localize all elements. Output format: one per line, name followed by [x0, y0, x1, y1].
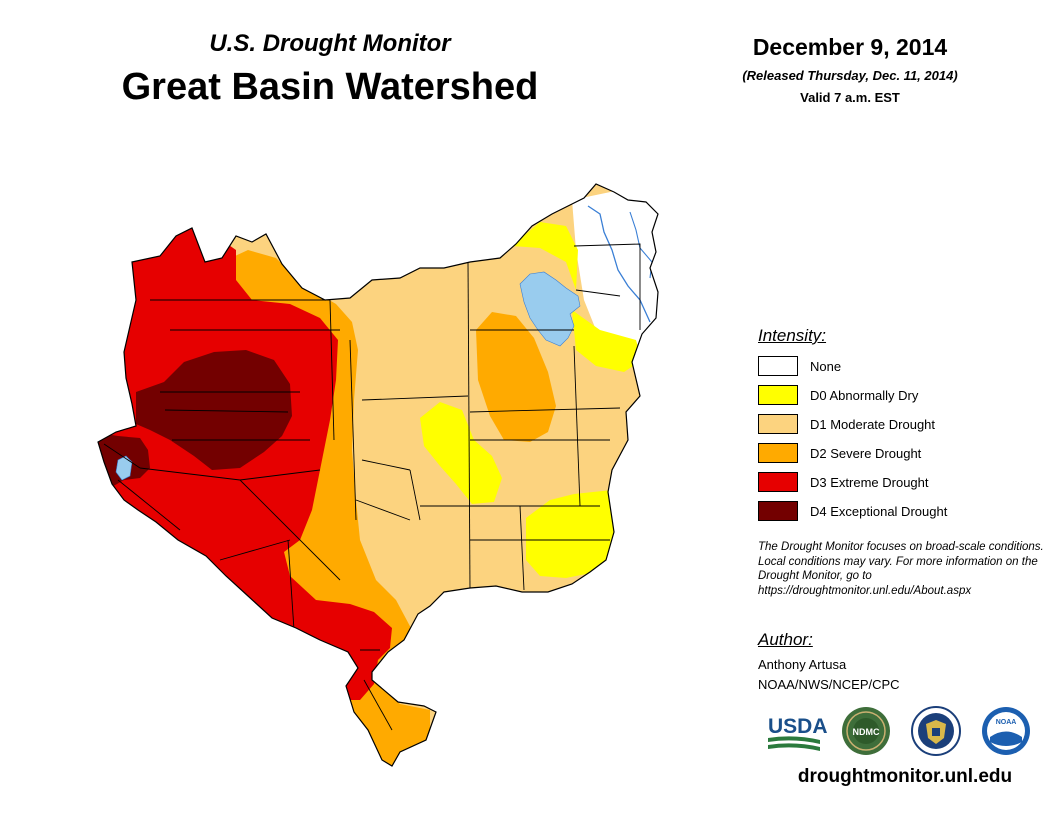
- state-boundary: [329, 299, 335, 441]
- author-organization: NOAA/NWS/NCEP/CPC: [758, 677, 900, 692]
- ndmc-logo-text: NDMC: [853, 727, 880, 737]
- legend-item-d4: D4 Exceptional Drought: [758, 499, 947, 523]
- legend-label: D2 Severe Drought: [810, 445, 922, 461]
- state-boundary: [164, 409, 289, 413]
- great-salt-lake: [519, 271, 581, 347]
- drought-map: [97, 183, 659, 767]
- state-boundary: [287, 539, 295, 631]
- region-title: Great Basin Watershed: [121, 66, 539, 108]
- noaa-logo: NOAA: [982, 707, 1030, 755]
- state-boundary: [469, 407, 621, 413]
- state-boundary: [361, 395, 469, 401]
- lake-tahoe: [115, 455, 133, 481]
- state-boundary: [355, 499, 411, 521]
- state-boundary: [361, 459, 411, 471]
- legend-label: D0 Abnormally Dry: [810, 387, 919, 403]
- state-boundary: [103, 443, 141, 469]
- legend-swatch-d3: [758, 472, 798, 492]
- map-date: December 9, 2014: [752, 34, 948, 60]
- legend-swatch-d2: [758, 443, 798, 463]
- state-boundary: [519, 505, 525, 591]
- noaa-logo-text: NOAA: [996, 719, 1017, 726]
- state-boundary: [409, 469, 421, 521]
- river: [587, 205, 651, 323]
- legend-label: D1 Moderate Drought: [810, 416, 936, 432]
- d4-area-west: [98, 430, 150, 490]
- d0-area-north: [512, 222, 578, 290]
- monitor-note: The Drought Monitor focuses on broad-sca…: [758, 541, 1044, 597]
- state-boundary: [219, 539, 291, 561]
- usda-logo-text: USDA: [768, 715, 828, 738]
- valid-time: Valid 7 a.m. EST: [800, 90, 900, 105]
- legend-item-none: None: [758, 354, 841, 378]
- author-name: Anthony Artusa: [758, 657, 847, 672]
- state-boundary: [117, 479, 181, 531]
- d0-area-east: [572, 310, 642, 372]
- legend-item-d3: D3 Extreme Drought: [758, 470, 929, 494]
- ndmc-logo: NDMC: [842, 707, 890, 755]
- d2-area-east: [476, 312, 556, 442]
- state-boundary: [573, 243, 641, 330]
- site-url-link[interactable]: droughtmonitor.unl.edu: [797, 766, 1013, 787]
- state-boundary: [349, 339, 357, 521]
- legend-label: None: [810, 358, 842, 374]
- d0-area-southeast: [526, 490, 620, 578]
- usda-logo: USDA: [768, 715, 828, 751]
- release-date: (Released Thursday, Dec. 11, 2014): [742, 68, 958, 83]
- state-boundary: [363, 679, 393, 731]
- state-boundary: [239, 469, 321, 481]
- legend-swatch-d1: [758, 414, 798, 434]
- monitor-title: U.S. Drought Monitor: [209, 30, 451, 57]
- state-boundary: [573, 345, 581, 507]
- state-boundary: [139, 467, 241, 481]
- state-boundary: [575, 289, 621, 297]
- state-boundary: [467, 261, 471, 591]
- legend-item-d0: D0 Abnormally Dry: [758, 383, 918, 407]
- d0-area-central: [420, 402, 502, 504]
- legend-label: D3 Extreme Drought: [810, 474, 929, 490]
- legend-swatch-d4: [758, 501, 798, 521]
- legend-item-d1: D1 Moderate Drought: [758, 412, 935, 436]
- doc-seal-logo: [911, 706, 961, 756]
- agency-logos: USDA NDMC NOAA: [768, 706, 1030, 756]
- legend-swatch-d0: [758, 385, 798, 405]
- legend-label: D4 Exceptional Drought: [810, 503, 948, 519]
- author-heading: Author:: [758, 630, 813, 649]
- state-boundary: [239, 479, 341, 581]
- legend-swatch-none: [758, 356, 798, 376]
- legend-title: Intensity:: [758, 326, 827, 345]
- legend-item-d2: D2 Severe Drought: [758, 441, 921, 465]
